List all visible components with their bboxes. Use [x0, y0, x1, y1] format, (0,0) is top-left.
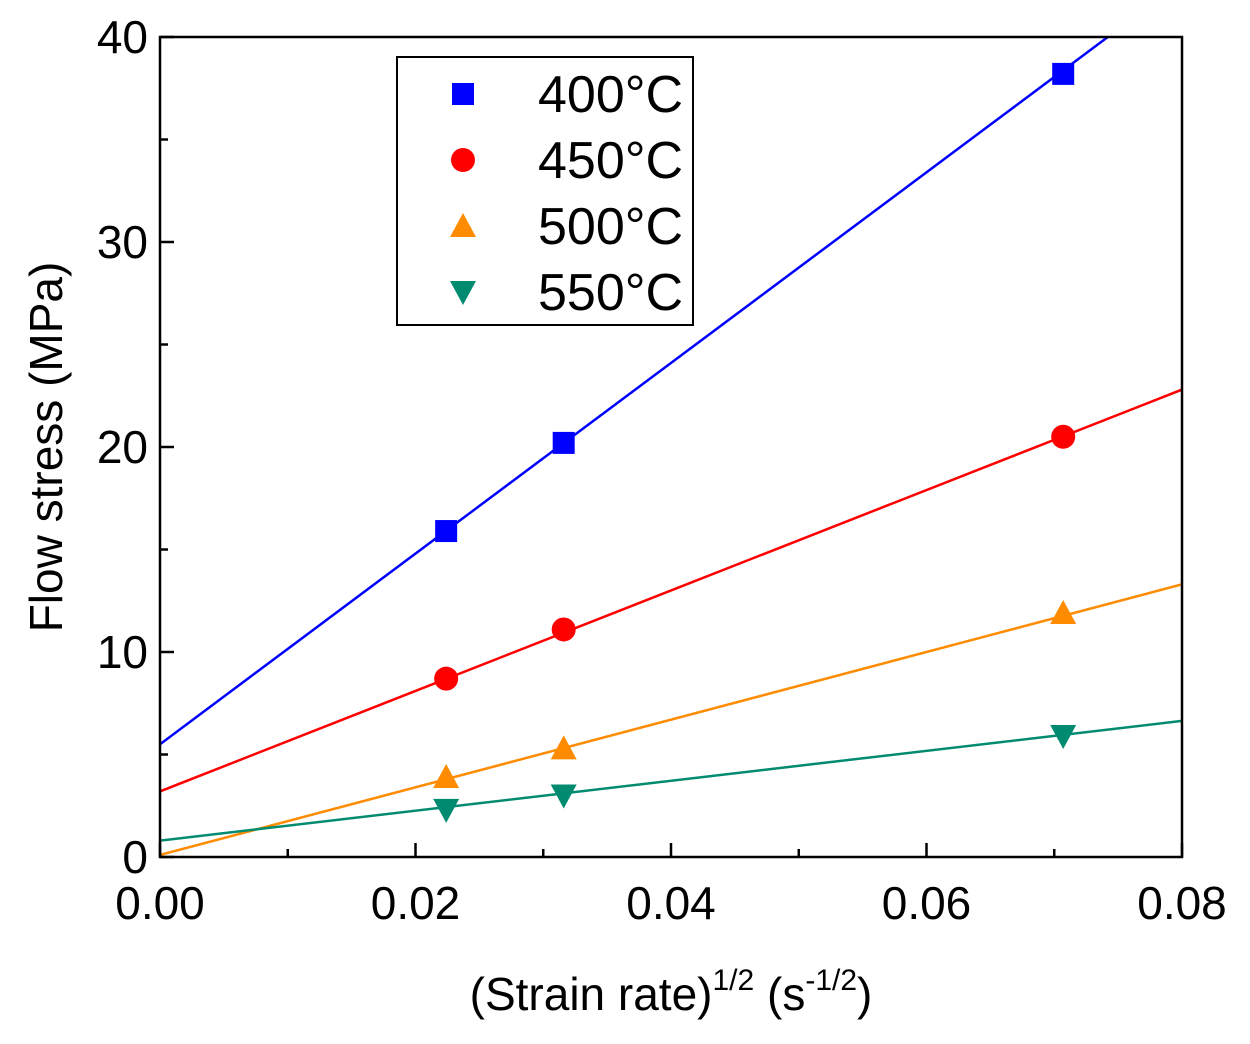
y-tick-label: 10 — [97, 626, 148, 678]
data-point — [1050, 600, 1077, 625]
data-point — [550, 784, 577, 809]
legend-box — [396, 56, 694, 326]
data-point — [1050, 725, 1077, 750]
y-tick-label: 20 — [97, 421, 148, 473]
data-markers — [433, 62, 1077, 823]
data-point — [433, 798, 460, 823]
x-tick-label: 0.00 — [115, 877, 205, 929]
legend-label-0: 400°C — [538, 66, 683, 124]
data-point — [433, 764, 460, 789]
data-point — [1051, 424, 1076, 449]
x-tick-label: 0.04 — [626, 877, 716, 929]
y-tick-label: 40 — [97, 11, 148, 63]
data-point — [551, 617, 576, 642]
x-tick-label: 0.02 — [371, 877, 461, 929]
legend-label-2: 500°C — [538, 198, 683, 256]
y-tick-label: 0 — [122, 831, 148, 883]
data-point — [434, 666, 459, 691]
data-point — [550, 735, 577, 760]
y-axis-title: Flow stress (MPa) — [20, 262, 72, 633]
legend-marker-3 — [450, 281, 476, 305]
tick-labels: 0.00 0.02 0.04 0.06 0.08 0 10 20 30 40 — [97, 11, 1227, 929]
x-tick-label: 0.08 — [1137, 877, 1227, 929]
y-tick-label: 30 — [97, 216, 148, 268]
x-tick-label: 0.06 — [882, 877, 972, 929]
legend-label-3: 550°C — [538, 264, 683, 322]
data-point — [552, 431, 575, 454]
legend-marker-2 — [450, 213, 476, 237]
fit-lines — [160, 37, 1182, 857]
legend-label-1: 450°C — [538, 132, 683, 190]
axis-ticks — [158, 35, 1184, 859]
fit-line-0 — [160, 37, 1110, 746]
legend-marker-1 — [451, 148, 475, 172]
fit-line-3 — [160, 719, 1182, 842]
legend: 400°C 450°C 500°C 550°C — [396, 56, 694, 326]
fit-line-2 — [160, 583, 1182, 857]
data-point — [1052, 62, 1075, 85]
x-axis-title: (Strain rate)1/2 (s-1/2) — [470, 964, 873, 1020]
fit-line-1 — [160, 388, 1182, 793]
legend-marker-0 — [452, 83, 474, 105]
data-point — [435, 520, 458, 543]
